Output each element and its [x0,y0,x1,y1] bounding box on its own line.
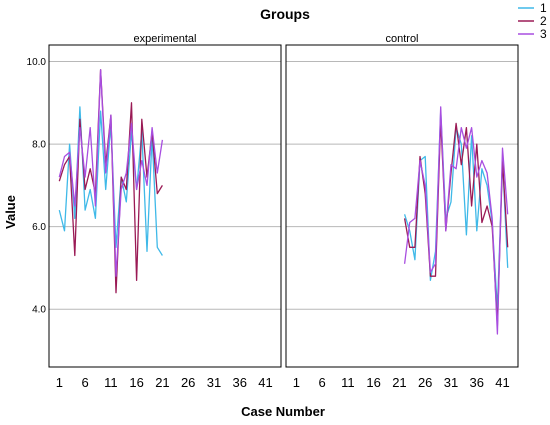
x-tick-label: 6 [81,375,88,390]
x-tick-label: 41 [258,375,272,390]
legend-label-1: 1 [540,1,547,15]
x-tick-label: 6 [318,375,325,390]
panel-label: control [385,33,418,45]
x-tick-label: 26 [181,375,195,390]
x-tick-label: 1 [293,375,300,390]
panel-label: experimental [134,33,197,45]
y-tick-label: 10.0 [27,57,47,68]
y-tick-label: 4.0 [32,305,46,316]
x-tick-label: 26 [418,375,432,390]
y-tick-label: 6.0 [32,222,46,233]
series-line-1 [403,110,509,310]
legend-label-2: 2 [540,14,547,28]
series-line-3 [403,106,509,335]
x-tick-label: 16 [366,375,380,390]
x-tick-label: 11 [341,375,355,390]
x-axis-title: Case Number [241,404,325,419]
x-tick-label: 16 [129,375,143,390]
legend: 1 2 3 [518,1,547,41]
panel-frame [285,44,519,368]
x-tick-label: 31 [207,375,221,390]
x-tick-label: 1 [56,375,63,390]
x-tick-label: 11 [104,375,118,390]
panel-frame [48,44,282,368]
y-axis-title: Value [3,195,18,229]
x-tick-label: 31 [444,375,458,390]
x-tick-label: 36 [233,375,247,390]
x-tick-label: 41 [495,375,509,390]
x-tick-label: 36 [470,375,484,390]
x-tick-label: 21 [392,375,406,390]
chart-title: Groups [260,6,310,22]
x-tick-label: 21 [155,375,169,390]
y-tick-label: 8.0 [32,140,46,151]
series-line-3 [58,69,164,277]
legend-label-3: 3 [540,27,547,41]
